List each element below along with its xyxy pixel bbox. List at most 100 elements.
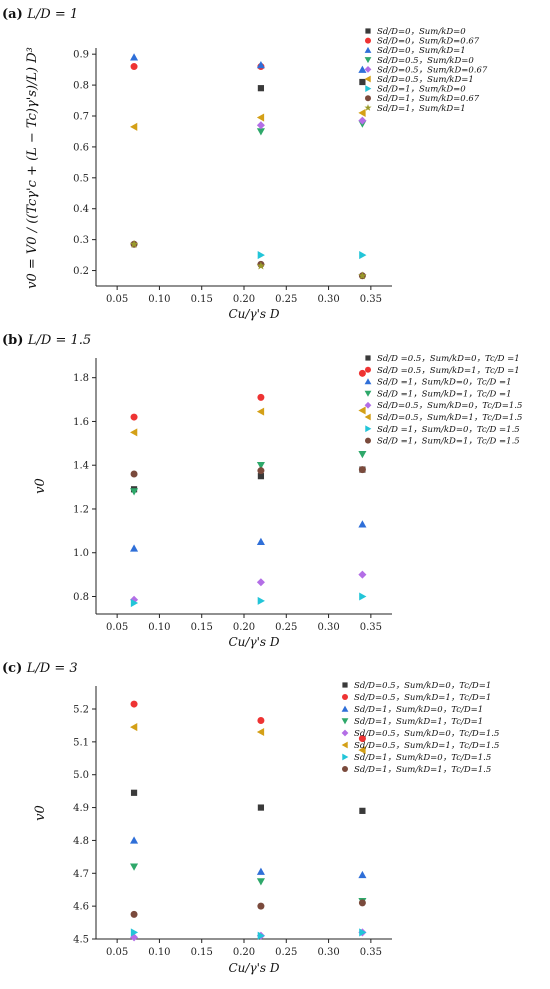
data-point (256, 60, 265, 69)
x-tick-label: 0.25 (275, 947, 297, 958)
panel-title: (c) L/D = 3 (2, 661, 78, 676)
data-point (256, 578, 265, 587)
legend-label: Sd/D=1，Sum/kD=0，Tc/D=1 (354, 705, 483, 715)
legend-marker (342, 694, 348, 700)
data-point (358, 466, 366, 474)
data-point (130, 413, 138, 421)
data-point (358, 451, 367, 459)
y-tick-label: 0.7 (73, 112, 89, 123)
data-point (130, 910, 138, 918)
data-point (256, 727, 265, 737)
data-point (130, 428, 138, 437)
x-axis-label: Cu/γ's D (228, 307, 279, 321)
x-tick-label: 0.15 (191, 294, 213, 305)
x-tick-label: 0.10 (148, 947, 170, 958)
data-point (359, 807, 366, 814)
data-point (257, 85, 265, 92)
x-tick-label: 0.35 (360, 947, 382, 958)
panel-title-text: L/D = 3 (26, 661, 78, 676)
panel-title-tag: (a) (2, 7, 27, 22)
panel-title: (a) L/D = 1 (2, 7, 78, 22)
x-tick-label: 0.10 (148, 294, 170, 305)
y-tick-label: 0.8 (73, 592, 89, 603)
x-tick-label: 0.20 (233, 622, 255, 633)
legend-label: Sd/D=0.5，Sum/kD=0，Tc/D=1.5 (354, 729, 499, 739)
legend-marker (341, 729, 349, 737)
legend-label: Sd/D =1，Sum/kD=1，Tc/D =1.5 (377, 437, 520, 447)
x-tick-label: 0.20 (233, 947, 255, 958)
legend-label: Sd/D=0，Sum/kD=0 (377, 27, 466, 37)
legend-label: Sd/D=0.5，Sum/kD=0，Tc/D=1.5 (377, 401, 522, 411)
legend-label: Sd/D =0.5，Sum/kD=0，Tc/D =1 (377, 354, 520, 364)
y-tick-label: 1.0 (73, 548, 89, 559)
data-point (358, 369, 366, 377)
panel-title-tag: (c) (2, 661, 27, 676)
data-point (130, 544, 139, 552)
y-tick-label: 0.3 (73, 235, 89, 246)
x-tick-label: 0.05 (106, 622, 128, 633)
panel-title-text: L/D = 1 (26, 7, 78, 22)
x-tick-label: 0.25 (275, 294, 297, 305)
legend-marker (364, 390, 372, 397)
legend: Sd/D=0，Sum/kD=0Sd/D=0，Sum/kD=0.67Sd/D=0，… (364, 27, 488, 114)
x-tick-label: 0.35 (360, 294, 382, 305)
y-tick-label: 0.8 (73, 81, 89, 92)
data-point (358, 108, 366, 117)
legend-marker (342, 682, 348, 688)
data-point (256, 867, 265, 875)
panel-b: (b) L/D = 1.5 0.05 0.10 0.15 0.20 0.25 0.30 0.3… (2, 333, 522, 649)
x-tick-label: 0.05 (106, 294, 128, 305)
legend-marker (365, 355, 371, 361)
y-axis-label: v0 (33, 805, 48, 821)
legend-label: Sd/D =1，Sum/kD=0，Tc/D =1.5 (377, 425, 520, 435)
data-point (130, 836, 139, 844)
legend: Sd/D=0.5，Sum/kD=0，Tc/D=1 Sd/D=0.5，Sum/kD=… (341, 681, 499, 775)
data-point (256, 461, 265, 470)
panel-a: (a) L/D = 1 0.05 0.10 0.15 0.20 0.25 0.30 0.35 0… (2, 7, 488, 321)
x-tick-label: 0.30 (317, 294, 339, 305)
data-point (130, 63, 138, 71)
legend-marker (364, 104, 372, 111)
legend-marker (365, 95, 371, 102)
data-point (257, 251, 265, 260)
y-tick-label: 1.6 (73, 417, 89, 428)
y-tick-label: 5.0 (73, 770, 89, 781)
data-point (130, 53, 139, 61)
data-point (358, 746, 366, 755)
y-tick-label: 4.8 (73, 836, 89, 847)
data-point (130, 470, 138, 478)
legend-label: Sd/D=1，Sum/kD=0 (377, 85, 466, 95)
legend-label: Sd/D =0.5，Sum/kD=1，Tc/D =1 (377, 366, 520, 376)
data-point (358, 406, 366, 415)
legend-marker (365, 425, 372, 433)
x-tick-label: 0.30 (317, 622, 339, 633)
legend-marker (364, 378, 372, 385)
data-point (130, 723, 138, 732)
legend-marker (341, 705, 349, 712)
legend-marker (365, 37, 371, 44)
data-point (257, 902, 265, 910)
y-tick-label: 5.1 (73, 737, 89, 748)
legend-marker (364, 401, 372, 409)
x-axis-label: Cu/γ's D (228, 635, 279, 649)
x-tick-label: 0.15 (191, 947, 213, 958)
legend-marker (342, 753, 349, 761)
data-point (130, 488, 139, 496)
x-tick-label: 0.10 (148, 622, 170, 633)
data-point (256, 261, 266, 270)
data-point (359, 78, 366, 86)
data-point (130, 863, 139, 871)
legend-marker (364, 75, 371, 83)
data-point (257, 804, 265, 811)
y-tick-label: 0.5 (73, 173, 89, 184)
data-point (256, 407, 265, 416)
y-tick-label: 0.2 (73, 266, 89, 277)
legend-label: Sd/D=1，Sum/kD=1 (377, 104, 466, 114)
data-point (358, 271, 367, 280)
y-tick-label: 0.4 (73, 204, 89, 215)
legend-marker (341, 718, 349, 725)
legend-marker (365, 437, 371, 444)
y-axis-label: v0 = V0 / ((Tcγ'c + (L − Tc)γ's)/L) D³ (25, 47, 40, 289)
y-tick-label: 4.5 (73, 935, 89, 946)
